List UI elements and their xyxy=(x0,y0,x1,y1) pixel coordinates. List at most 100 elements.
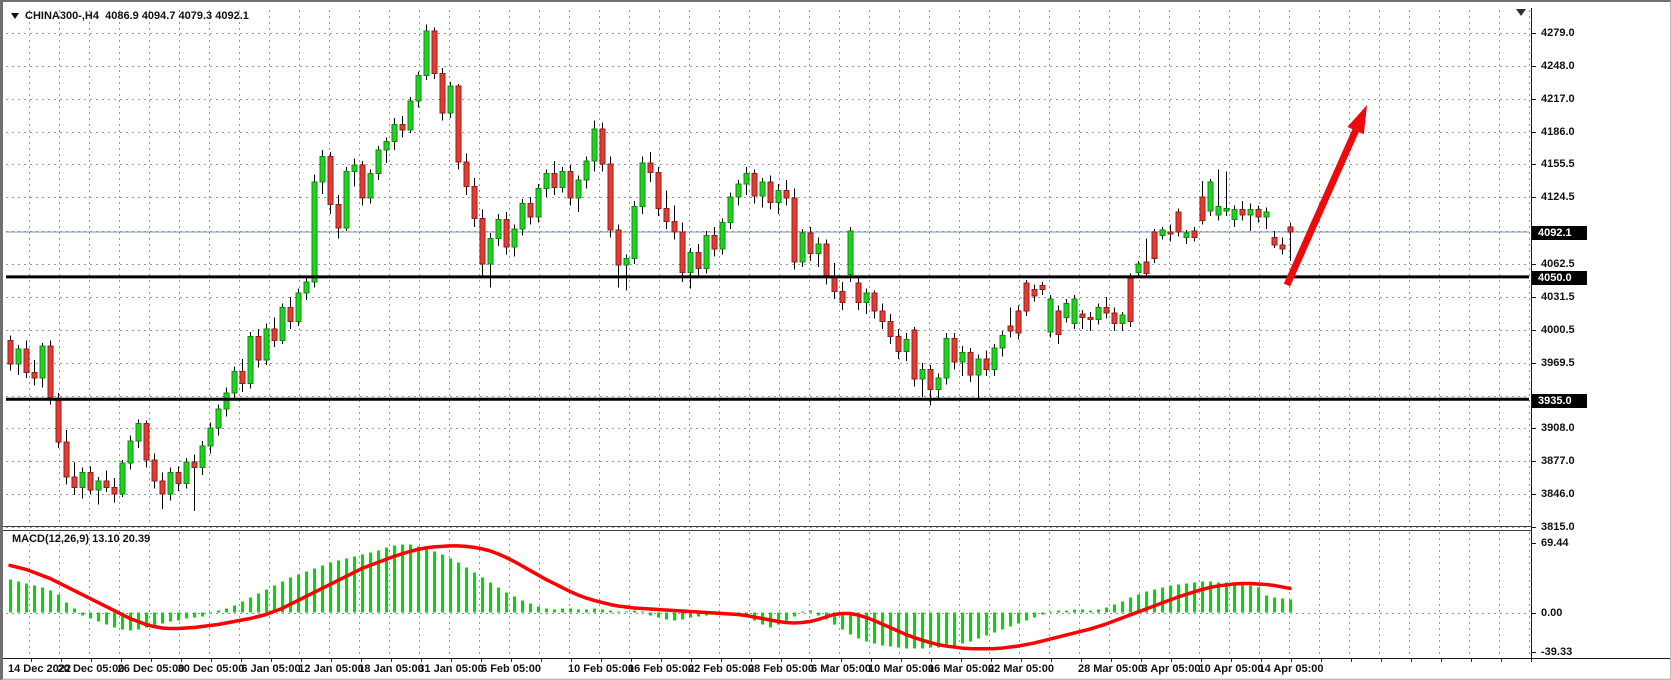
time-tick xyxy=(1501,659,1502,662)
macd-bar xyxy=(9,579,12,613)
bear-candle xyxy=(951,338,958,363)
price-tag: 3935.0 xyxy=(1532,393,1587,408)
macd-bar xyxy=(433,551,436,613)
time-tick xyxy=(931,659,932,662)
bear-candle xyxy=(1271,236,1278,246)
bull-candle xyxy=(935,377,942,391)
bear-candle xyxy=(1279,244,1286,250)
main-grid xyxy=(6,10,1530,528)
time-tick xyxy=(1261,659,1262,662)
macd-bar xyxy=(497,587,500,613)
bull-candle xyxy=(863,292,870,303)
macd-bar xyxy=(225,608,228,613)
price-axis[interactable]: 4279.0 4248.0 4217.0 4186.0 4155.5 4124.5 4062… xyxy=(1531,8,1670,658)
time-axis-label: 18 Jan 05:00 xyxy=(358,663,424,675)
bull-candle xyxy=(743,173,750,185)
macd-histogram xyxy=(9,544,1292,649)
bull-candle xyxy=(1223,208,1230,212)
bear-candle xyxy=(871,292,878,312)
bull-candle xyxy=(423,30,430,77)
macd-bar xyxy=(1281,598,1284,613)
time-tick xyxy=(31,659,32,662)
time-tick xyxy=(781,659,782,662)
price-tick-label: 4000.5 xyxy=(1532,324,1575,337)
macd-bar xyxy=(177,612,180,621)
trend-arrow-shaft[interactable] xyxy=(1283,123,1362,287)
panel-separator[interactable] xyxy=(3,526,1531,527)
macd-bar xyxy=(697,612,700,617)
macd-bar xyxy=(977,612,980,639)
time-tick xyxy=(211,659,212,662)
bull-candle xyxy=(199,445,206,468)
bear-candle xyxy=(1007,325,1014,332)
bear-candle xyxy=(1175,211,1182,233)
bull-candle xyxy=(703,234,710,269)
macd-bar xyxy=(673,612,676,621)
bear-candle xyxy=(1079,313,1086,318)
ohlc-close: 4092.1 xyxy=(215,10,249,22)
bear-candle xyxy=(255,335,262,361)
bear-candle xyxy=(1111,312,1118,325)
macd-bar xyxy=(105,612,108,625)
macd-bar xyxy=(385,547,388,613)
macd-bar xyxy=(929,612,932,648)
bear-candle xyxy=(71,476,78,489)
time-axis-label: 22 Feb 05:00 xyxy=(687,663,755,675)
bear-candle xyxy=(191,461,198,468)
time-tick xyxy=(1021,659,1022,662)
time-axis-label: 6 Feb 05:00 xyxy=(481,663,541,675)
macd-bar xyxy=(169,612,172,622)
macd-bar xyxy=(961,612,964,644)
bear-candle xyxy=(1055,310,1062,335)
macd-indicator-chart[interactable] xyxy=(5,531,1531,658)
price-tick-label: 4217.0 xyxy=(1532,93,1575,106)
bear-candle xyxy=(31,372,38,379)
macd-bar xyxy=(601,609,604,613)
bull-candle xyxy=(1071,298,1078,325)
bear-candle xyxy=(679,231,686,274)
macd-bar xyxy=(425,548,428,613)
panel-separator[interactable] xyxy=(3,530,1531,531)
macd-bar xyxy=(1209,581,1212,613)
time-tick xyxy=(1171,659,1172,662)
bull-candle xyxy=(1247,209,1254,216)
macd-bar xyxy=(665,612,668,620)
bear-candle xyxy=(1239,209,1246,216)
bear-candle xyxy=(175,472,182,484)
macd-bar xyxy=(1273,597,1276,613)
bear-candle xyxy=(695,251,702,269)
bear-candle xyxy=(455,85,462,163)
bear-candle xyxy=(63,441,70,478)
macd-bar xyxy=(1073,609,1076,613)
time-axis[interactable]: 14 Dec 2022 20 Dec 05:00 26 Dec 05:00 30 De… xyxy=(3,658,1670,678)
macd-bar xyxy=(193,612,196,618)
macd-bar xyxy=(289,577,292,613)
bull-candle xyxy=(1063,302,1070,318)
bull-candle xyxy=(183,461,190,484)
macd-bar xyxy=(537,606,540,613)
bull-candle xyxy=(631,206,638,260)
ohlc-low: 4079.3 xyxy=(178,10,213,22)
price-tick-label: 3969.5 xyxy=(1532,357,1575,370)
bear-candle xyxy=(551,173,558,188)
macd-bar xyxy=(849,612,852,635)
bear-candle xyxy=(1015,310,1022,334)
time-tick xyxy=(1381,659,1382,662)
macd-bar xyxy=(681,612,684,620)
bear-candle xyxy=(1031,289,1038,297)
bull-candle xyxy=(815,243,822,254)
symbol-dropdown-icon[interactable] xyxy=(11,13,19,19)
main-price-chart[interactable] xyxy=(5,8,1531,528)
macd-bar xyxy=(129,612,132,631)
trend-arrow-head[interactable] xyxy=(1347,105,1367,135)
macd-bar xyxy=(545,608,548,613)
chart-shift-marker-icon[interactable] xyxy=(1516,9,1526,16)
bull-candle xyxy=(263,328,270,361)
bear-candle xyxy=(1191,230,1198,238)
macd-bar xyxy=(609,610,612,613)
ohlc-high: 4094.7 xyxy=(141,10,176,22)
bear-candle xyxy=(87,472,94,491)
macd-bar xyxy=(393,545,396,613)
time-tick xyxy=(601,659,602,662)
macd-bar xyxy=(937,612,940,648)
